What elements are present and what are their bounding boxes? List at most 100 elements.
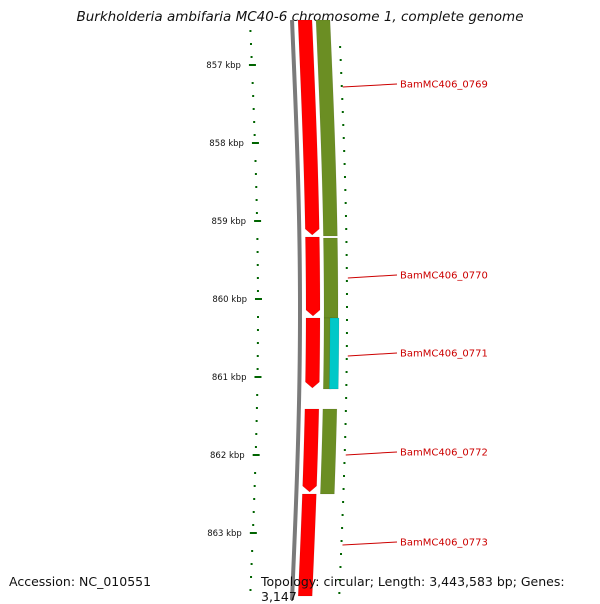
- minor-tick: [253, 134, 256, 136]
- right-tick: [344, 436, 347, 438]
- right-tick: [343, 150, 346, 152]
- right-tick: [343, 176, 346, 178]
- right-tick: [345, 358, 348, 360]
- gene-bar: [315, 19, 338, 237]
- minor-tick: [253, 485, 256, 487]
- cds-arrow: [305, 236, 321, 317]
- major-tick: [249, 532, 257, 534]
- right-tick: [340, 72, 343, 74]
- right-tick: [345, 371, 348, 373]
- right-tick: [341, 111, 344, 113]
- kbp-tick-label: 858 kbp: [209, 139, 244, 149]
- cds-arrow: [297, 493, 317, 597]
- right-tick: [342, 137, 345, 139]
- right-tick: [345, 345, 348, 347]
- minor-tick: [251, 550, 254, 552]
- right-tick: [341, 527, 344, 529]
- backbone-line: [290, 19, 303, 600]
- gene-bar: [320, 408, 338, 495]
- right-tick: [344, 215, 347, 217]
- right-tick: [338, 592, 341, 594]
- kbp-tick-label: 863 kbp: [207, 529, 242, 539]
- minor-tick: [254, 160, 257, 162]
- right-tick: [345, 293, 348, 295]
- right-tick: [345, 228, 348, 230]
- minor-tick: [250, 576, 253, 578]
- right-tick: [338, 579, 341, 581]
- right-tick: [345, 280, 348, 282]
- kbp-tick-label: 859 kbp: [211, 217, 246, 227]
- right-tick: [341, 514, 344, 516]
- minor-tick: [253, 121, 256, 123]
- gene-label-bammc406_0769[interactable]: BamMC406_0769: [400, 80, 488, 91]
- right-tick: [341, 98, 344, 100]
- gene-bar: [323, 237, 339, 319]
- minor-tick: [256, 264, 259, 266]
- minor-tick: [252, 95, 255, 97]
- leader-line: [347, 352, 398, 357]
- minor-tick: [252, 524, 255, 526]
- right-tick: [343, 462, 346, 464]
- minor-tick: [256, 329, 259, 331]
- minor-tick: [256, 277, 259, 279]
- gene-tracks: [290, 19, 340, 600]
- minor-tick: [249, 589, 252, 591]
- minor-tick: [252, 511, 255, 513]
- accession-text: Accession: NC_010551: [9, 574, 152, 589]
- leader-line: [342, 83, 398, 88]
- right-tick: [342, 124, 345, 126]
- kbp-tick-label: 861 kbp: [212, 373, 247, 383]
- right-tick: [345, 332, 348, 334]
- right-tick: [345, 384, 348, 386]
- gene-label-bammc406_0770[interactable]: BamMC406_0770: [400, 271, 488, 282]
- major-tick: [248, 64, 256, 66]
- right-tick: [340, 85, 343, 87]
- map-title: Burkholderia ambifaria MC40-6 chromosome…: [76, 9, 524, 25]
- minor-tick: [256, 290, 259, 292]
- right-tick: [344, 423, 347, 425]
- minor-tick: [256, 251, 259, 253]
- minor-tick: [251, 82, 254, 84]
- right-tick: [344, 410, 347, 412]
- minor-tick: [255, 186, 258, 188]
- minor-tick: [257, 316, 259, 318]
- minor-tick: [249, 43, 252, 45]
- minor-tick: [255, 433, 258, 435]
- scale-ticks: 857 kbp 858 kbp 859 kbp 860 kbp 861 kbp 862 k…: [206, 30, 348, 594]
- major-tick: [252, 454, 260, 456]
- right-tick: [345, 397, 348, 399]
- minor-tick: [249, 30, 252, 32]
- right-tick: [342, 488, 345, 490]
- right-tick: [339, 566, 342, 568]
- minor-tick: [250, 56, 253, 58]
- cds-arrow: [302, 408, 320, 493]
- right-tick: [339, 59, 342, 61]
- gene-label-bammc406_0773[interactable]: BamMC406_0773: [400, 538, 488, 549]
- right-tick: [342, 501, 345, 503]
- minor-tick: [255, 212, 258, 214]
- minor-tick: [252, 108, 255, 110]
- minor-tick: [250, 563, 253, 565]
- right-tick: [343, 163, 346, 165]
- right-tick: [346, 306, 348, 308]
- minor-tick: [256, 368, 259, 370]
- cds-arrow: [305, 317, 321, 389]
- kbp-tick-label: 857 kbp: [206, 61, 241, 71]
- right-tick: [343, 449, 346, 451]
- minor-tick: [254, 472, 257, 474]
- major-tick: [251, 142, 259, 144]
- major-tick: [254, 376, 262, 378]
- right-tick: [340, 540, 343, 542]
- minor-tick: [255, 199, 258, 201]
- gene-label-bammc406_0772[interactable]: BamMC406_0772: [400, 448, 488, 459]
- gene-label-bammc406_0771[interactable]: BamMC406_0771: [400, 349, 488, 360]
- minor-tick: [255, 420, 258, 422]
- right-tick: [345, 319, 348, 321]
- gene-labels: BamMC406_0769 BamMC406_0770 BamMC406_0771 B…: [342, 80, 488, 549]
- cds-arrow: [297, 19, 320, 236]
- right-tick: [345, 254, 348, 256]
- minor-tick: [256, 394, 259, 396]
- right-tick: [340, 553, 343, 555]
